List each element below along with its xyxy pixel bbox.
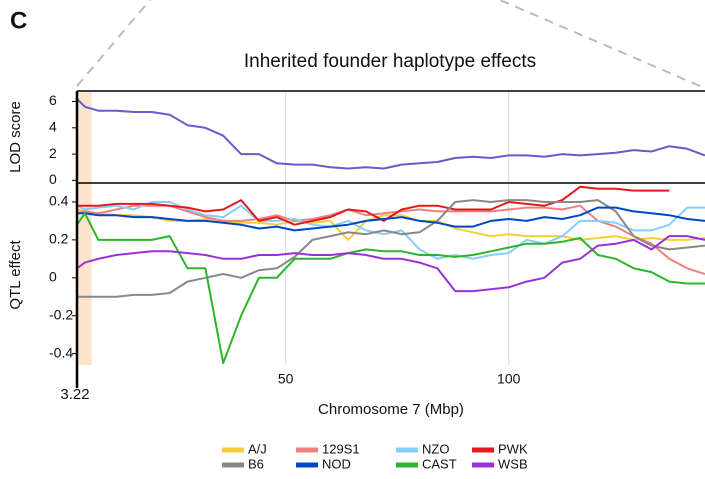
series-line: [77, 185, 670, 226]
y-tick-label: 0: [49, 171, 57, 187]
legend-swatch: [472, 462, 494, 468]
series-group: [77, 98, 705, 170]
x-tick-label: 100: [497, 371, 521, 387]
legend-label: NOD: [322, 456, 351, 471]
series-line: [77, 206, 705, 232]
legend-label: 129S1: [322, 441, 360, 456]
legend-swatch: [396, 462, 418, 468]
series-line: [77, 201, 705, 260]
panel-label: C: [10, 7, 27, 34]
legend-swatch: [296, 447, 318, 453]
shaded-interval: [78, 91, 92, 365]
y-tick-label: -0.2: [49, 306, 73, 322]
legend-swatch: [396, 447, 418, 453]
y-tick-label: 4: [49, 119, 57, 135]
series-line: [77, 235, 705, 293]
legend-label: A/J: [248, 441, 267, 456]
y-tick-label: 0.2: [49, 231, 69, 247]
legend-label: NZO: [422, 441, 449, 456]
legend-label: PWK: [498, 441, 528, 456]
x-tick-label: 50: [278, 371, 294, 387]
legend-label: WSB: [498, 456, 528, 471]
y-tick-label: 6: [49, 92, 57, 108]
legend-label: B6: [248, 456, 264, 471]
series-line: [77, 212, 705, 365]
zoom-guide: [499, 0, 701, 87]
zoom-guide: [76, 0, 151, 87]
y-axis-label: LOD score: [7, 101, 24, 173]
chart-title: Inherited founder haplotype effects: [244, 51, 536, 72]
legend-swatch: [472, 447, 494, 453]
y-tick-label: 0.4: [49, 193, 69, 209]
legend-swatch: [296, 462, 318, 468]
position-label: 3.22: [60, 386, 89, 403]
legend-swatch: [222, 462, 244, 468]
legend-label: CAST: [422, 456, 457, 471]
legend-swatch: [222, 447, 244, 453]
series-line: [77, 199, 705, 298]
y-axis-label: QTL effect: [7, 240, 24, 310]
x-axis-label: Chromosome 7 (Mbp): [318, 401, 464, 418]
y-tick-label: 2: [49, 145, 57, 161]
background-layer: [78, 91, 510, 365]
series-group: [77, 185, 705, 365]
plot-layer: 0 2 4 6 50 100 -0.4 -0.2 0 0.2 0.4 3.22 A/J 129S1 NZO P…: [49, 90, 705, 471]
y-tick-label: -0.4: [49, 344, 73, 360]
series-line: [77, 208, 705, 241]
y-tick-label: 0: [49, 268, 57, 284]
series-line: [77, 98, 705, 170]
